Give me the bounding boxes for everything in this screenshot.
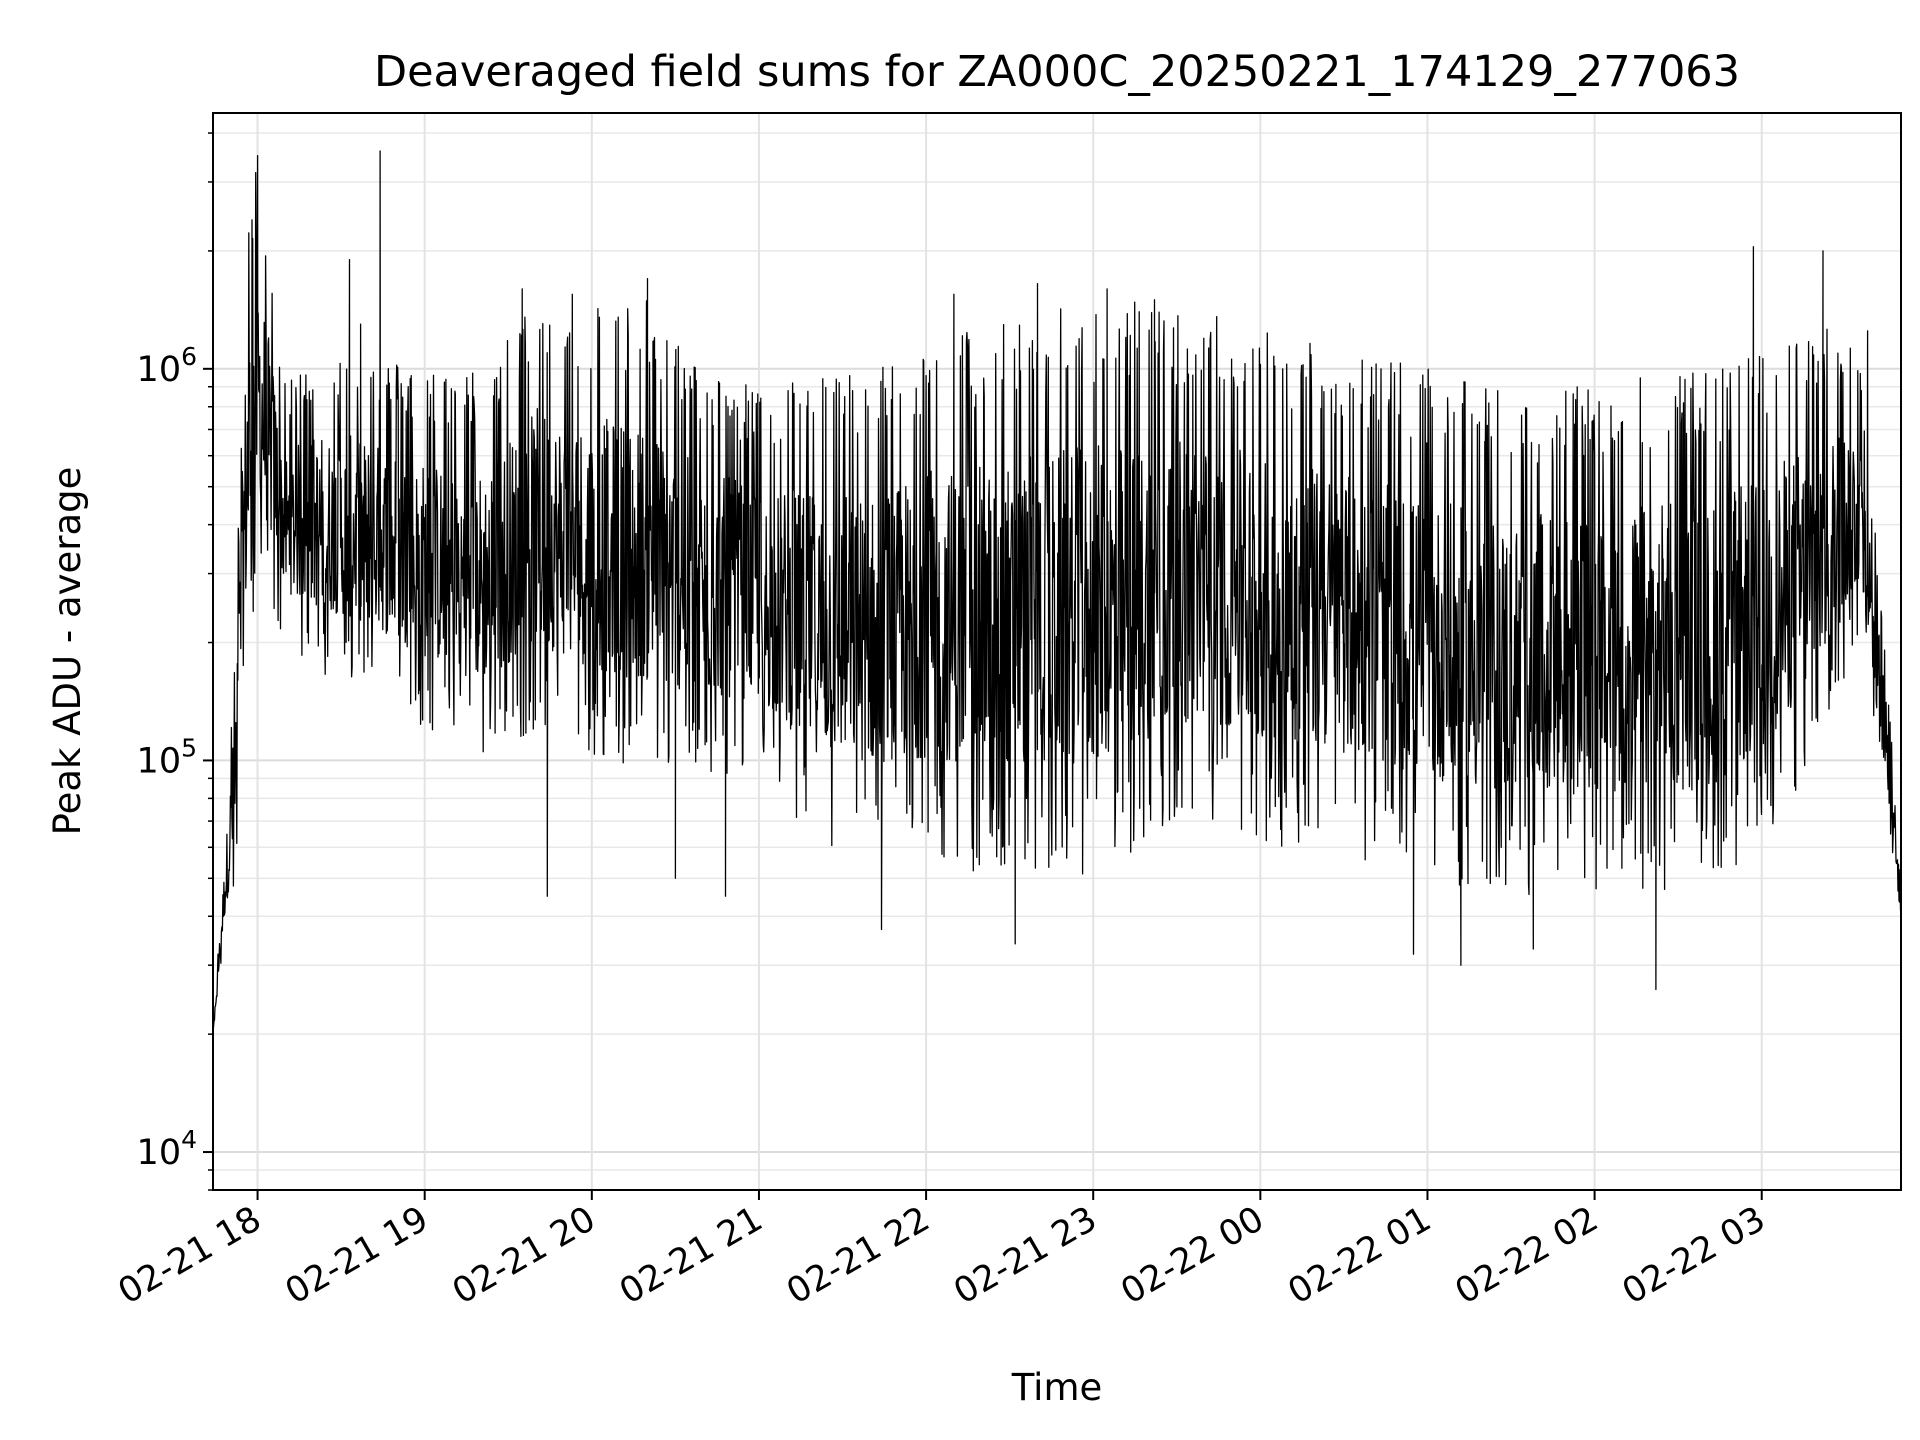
y-tick-label: 106 xyxy=(137,342,197,390)
data-line xyxy=(212,150,1902,1035)
chart-title: Deaveraged field sums for ZA000C_2025022… xyxy=(374,47,1740,97)
y-tick-label: 104 xyxy=(137,1125,197,1173)
y-tick-label: 105 xyxy=(137,733,197,781)
y-axis: 104 105 106 xyxy=(137,132,213,1191)
y-axis-label: Peak ADU - average xyxy=(46,467,89,836)
x-axis-label: Time xyxy=(1011,1366,1103,1409)
series-line xyxy=(212,150,1902,1035)
plot-frame xyxy=(212,112,1902,1191)
